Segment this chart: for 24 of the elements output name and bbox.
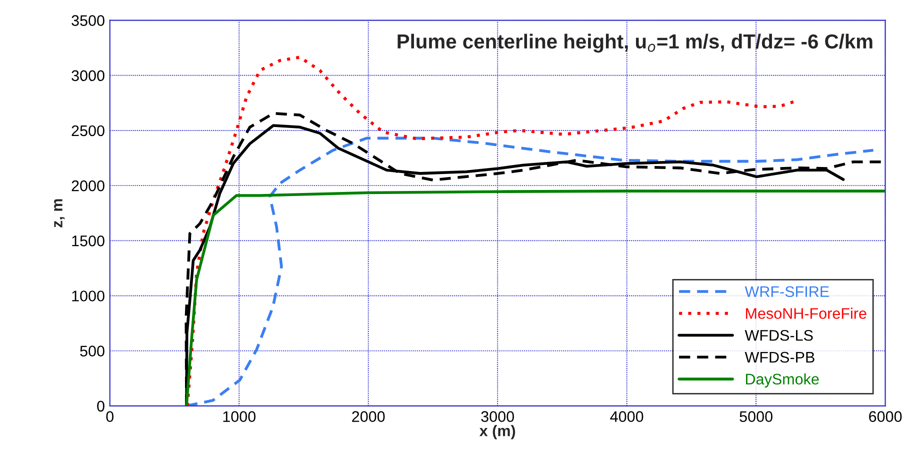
y-tick-label: 500 bbox=[80, 346, 104, 356]
x-tick-label: 1000 bbox=[223, 411, 256, 422]
legend-label: WFDS-PB bbox=[744, 352, 814, 363]
y-tick-label: 2500 bbox=[72, 125, 104, 136]
y-tick-label: 1000 bbox=[72, 290, 104, 302]
line-series bbox=[185, 190, 886, 406]
legend-label: MesoNH-ForeFire bbox=[746, 308, 866, 319]
text: Plume centerline height, u$_{o}$=1 m/s, dT/dz= -6 C/km bbox=[398, 34, 872, 53]
y-tick-label: 0 bbox=[97, 400, 104, 412]
legend-label: DaySmoke bbox=[746, 373, 819, 388]
x-tick-label: 0 bbox=[106, 411, 114, 422]
x-tick-label: 5000 bbox=[740, 411, 772, 422]
legend-label: WFDS-LS bbox=[744, 330, 813, 341]
x-tick-label: 4000 bbox=[610, 411, 644, 422]
y-tick-label: 2000 bbox=[72, 180, 104, 192]
x-tick-label: 6000 bbox=[869, 411, 902, 422]
x-axis-title: x (m) bbox=[479, 425, 516, 440]
x-tick-label: 2000 bbox=[352, 411, 385, 422]
y-axis-title: z, m bbox=[54, 199, 65, 228]
y-tick-label: 1500 bbox=[72, 236, 104, 246]
y-tick-label: 3000 bbox=[72, 70, 104, 82]
x-tick-label: 3000 bbox=[481, 411, 514, 422]
y-tick-label: 3500 bbox=[72, 15, 104, 26]
legend-label: WRF-SFIRE bbox=[744, 286, 829, 298]
